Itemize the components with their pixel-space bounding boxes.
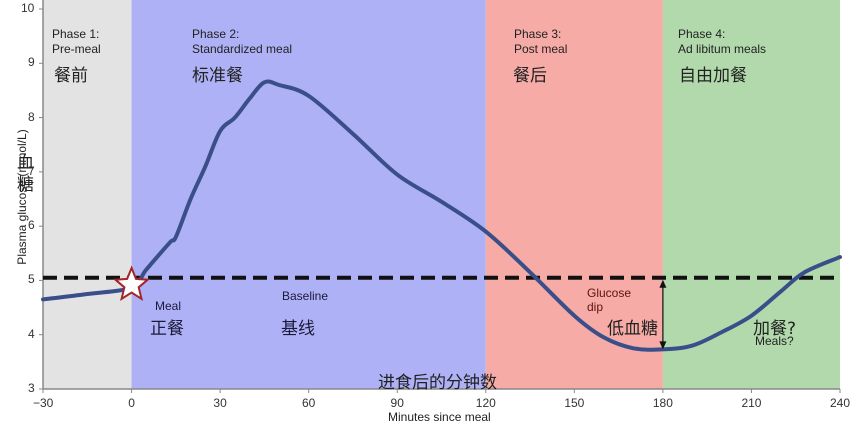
x-tick-label: 120 <box>475 396 496 410</box>
y-tick-label: 4 <box>28 326 35 341</box>
y-tick-label: 9 <box>28 55 35 70</box>
phase-band-1 <box>43 0 132 389</box>
glucose-dip-zh: 低血糖 <box>607 319 658 339</box>
glucose-curve <box>41 79 842 352</box>
x-axis-label: Minutes since meal <box>388 410 491 424</box>
x-tick-label: 30 <box>213 396 227 410</box>
phase1-zh: 餐前 <box>54 66 88 86</box>
phase3-zh: 餐后 <box>513 66 547 86</box>
y-tick-label: 8 <box>28 109 35 124</box>
baseline-zh: 基线 <box>281 319 315 339</box>
meals-question-zh: 加餐? <box>753 319 797 339</box>
phase2-zh: 标准餐 <box>192 66 243 86</box>
x-tick-label: 60 <box>301 396 316 410</box>
y-tick-label: 10 <box>21 1 35 15</box>
phase4-title: Phase 4: <box>678 27 726 41</box>
y-tick-label: 5 <box>28 272 35 287</box>
axes <box>39 0 841 393</box>
meal-zh: 正餐 <box>150 319 184 339</box>
phase3-title: Phase 3: <box>514 27 562 41</box>
x-tick-label: 90 <box>390 396 404 410</box>
phase1-title: Phase 1: <box>52 27 100 41</box>
y-tick-label: 6 <box>28 218 35 233</box>
x-tick-label: 180 <box>652 396 673 410</box>
phase4-desc: Ad libitum meals <box>678 42 767 56</box>
meal-star-icon <box>112 265 151 301</box>
baseline-label: Baseline <box>282 289 329 303</box>
glucose-dip-label-2: dip <box>587 300 604 314</box>
phase-band-4 <box>662 0 840 389</box>
x-tick-label: −30 <box>33 396 54 410</box>
y-axis-label-zh-1: 血 <box>17 153 34 173</box>
x-tick-label: 150 <box>564 396 585 410</box>
y-tick-label: 7 <box>28 163 35 178</box>
phase4-zh: 自由加餐 <box>679 66 747 86</box>
x-tick-label: 210 <box>741 396 762 410</box>
phase1-desc: Pre-meal <box>52 42 101 56</box>
phase-band-3 <box>485 0 663 389</box>
meals-question-label: Meals? <box>755 334 794 348</box>
x-axis-label-zh: 进食后的分钟数 <box>378 373 497 393</box>
glucose-dip-arrow <box>659 279 667 350</box>
x-tick-label: 0 <box>128 396 135 410</box>
phase2-desc: Standardized meal <box>192 42 293 56</box>
glucose-dip-label-1: Glucose <box>587 286 632 300</box>
phase2-title: Phase 2: <box>192 27 240 41</box>
meal-label: Meal <box>155 299 182 313</box>
y-tick-label: 3 <box>28 381 35 395</box>
phase3-desc: Post meal <box>514 42 568 56</box>
y-axis-label-zh-2: 糖 <box>17 175 34 195</box>
x-tick-label: 240 <box>830 396 850 410</box>
